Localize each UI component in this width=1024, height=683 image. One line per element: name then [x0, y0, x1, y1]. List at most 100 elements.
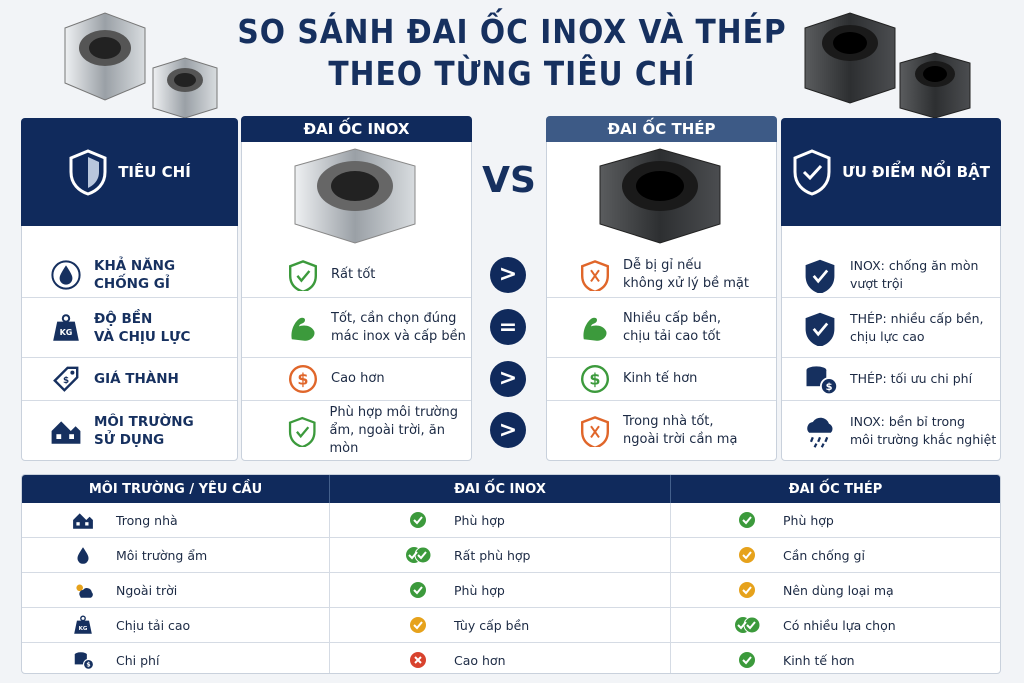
- icon-part: [89, 37, 121, 59]
- icon: [288, 416, 316, 447]
- advantage-cell: INOX: chống ăn mòn vượt trội: [782, 252, 1000, 297]
- compare-wrap: =: [490, 309, 526, 345]
- icon: [410, 582, 426, 598]
- icon: [739, 512, 755, 528]
- cell-text: Ngoài trời: [116, 582, 178, 598]
- cell-text: Rất tốt: [331, 266, 376, 282]
- inox-status-cell: Cao hơn: [329, 643, 670, 673]
- cell-text: Phù hợp môi trường ẩm, ngoài trời, ăn mò…: [329, 404, 458, 456]
- cell-text: Môi trường ẩm: [116, 547, 208, 563]
- icon: [76, 584, 93, 598]
- icon-part: [296, 425, 310, 438]
- title-line: THEO TỪNG TIÊU CHÍ: [328, 54, 696, 93]
- steel-cell: Dễ bị gỉ nếu không xử lý bề mặt: [547, 252, 776, 297]
- icon-part: [69, 149, 107, 196]
- criterion-cell: KG ĐỘ BỀN VÀ CHỊU LỰC: [22, 297, 237, 357]
- cell-text: Dễ bị gỉ nếu không xử lý bề mặt: [623, 257, 749, 291]
- advantages-header: ƯU ĐIỂM NỔI BẬT: [781, 118, 1001, 226]
- icon: [805, 312, 835, 346]
- cell-text: Kinh tế hơn: [783, 652, 855, 668]
- cell-text: =: [498, 314, 518, 340]
- icon-part: [410, 512, 426, 528]
- inox-cell: $ Cao hơn: [242, 357, 471, 400]
- icon-part: [288, 416, 316, 447]
- icon: [77, 547, 89, 564]
- icon-part: [812, 322, 829, 336]
- cell-text: Cần chống gỉ: [783, 547, 865, 563]
- cell-text: MÔI TRƯỜNG SỬ DỤNG: [94, 413, 194, 448]
- cell-text: INOX: chống ăn mòn vượt trội: [850, 257, 979, 291]
- icon-part: [805, 259, 835, 293]
- requirement-cell: Ngoài trời: [22, 573, 329, 607]
- icon-part: [833, 32, 867, 54]
- shield-check-icon: [793, 149, 831, 196]
- icon-part: KG: [60, 328, 73, 337]
- icon-part: [174, 73, 196, 87]
- advantage-cell: $ THÉP: tối ưu chi phí: [782, 357, 1000, 400]
- icon-part: [291, 317, 315, 341]
- icon: [291, 317, 315, 341]
- cell-text: MÔI TRƯỜNG / YÊU CẦU: [88, 481, 263, 497]
- icon-part: [812, 269, 829, 283]
- icon-part: [53, 366, 79, 392]
- cell-text: Tùy cấp bền: [454, 617, 530, 633]
- cell-text: >: [498, 262, 518, 287]
- icon-part: [56, 433, 62, 439]
- cell-text: Chi phí: [116, 652, 160, 668]
- cell-text: Chịu tải cao: [116, 617, 191, 633]
- icon: [807, 417, 833, 448]
- requirement-cell: Môi trường ẩm: [22, 538, 329, 572]
- icon: [739, 547, 755, 563]
- icon-part: [69, 433, 74, 439]
- icon: [51, 259, 81, 290]
- icon-part: [583, 317, 607, 341]
- steel-status-cell: Kinh tế hơn: [670, 643, 1000, 673]
- cell-text: Kinh tế hơn: [623, 371, 698, 386]
- icon-part: [820, 377, 838, 396]
- cell-text: >: [498, 366, 518, 391]
- icon-part: [590, 269, 600, 282]
- requirement-cell: $ Chi phí: [22, 643, 329, 673]
- icon-part: [413, 586, 423, 595]
- icon-part: [413, 516, 423, 525]
- inox-cell: Tốt, cần chọn đúng mác inox và cấp bền: [242, 297, 471, 357]
- icon-part: [581, 365, 609, 393]
- inox-status-cell: Phù hợp: [329, 573, 670, 607]
- icon-part: [807, 417, 833, 433]
- table-header: MÔI TRƯỜNG / YÊU CẦU ĐAI ỐC INOX ĐAI ỐC TH…: [22, 475, 1000, 503]
- icon-part: [296, 269, 311, 282]
- icon-part: $: [86, 662, 90, 669]
- inox-cell: Phù hợp môi trường ẩm, ngoài trời, ăn mò…: [242, 400, 471, 460]
- title-line: SO SÁNH ĐAI ỐC INOX VÀ THÉP: [237, 12, 787, 51]
- shield-icon: [69, 149, 107, 196]
- inox-cell: Rất tốt: [242, 252, 471, 297]
- criterion-cell: KHẢ NĂNG CHỐNG GỈ: [22, 252, 237, 297]
- header-text: ƯU ĐIỂM NỔI BẬT: [842, 163, 990, 181]
- icon: [51, 420, 81, 444]
- icon-part: [636, 171, 684, 201]
- icon-part: [742, 551, 752, 560]
- icon: [581, 415, 609, 447]
- icon-part: [739, 582, 755, 598]
- icon: [581, 259, 609, 291]
- icon-part: KG: [79, 626, 88, 632]
- icon-part: [289, 259, 317, 291]
- icon: [739, 582, 755, 598]
- icon-part: [793, 149, 831, 196]
- icon-part: $: [589, 370, 600, 389]
- icon-part: Trong nhà Phù hợp Phù hợp Môi trường ẩm Rất …: [22, 503, 1000, 673]
- icon-part: [590, 425, 600, 438]
- compare-wrap: >: [490, 412, 526, 448]
- steel-status-cell: Phù hợp: [670, 503, 1000, 537]
- vs-label: VS: [482, 159, 536, 201]
- table-row: Ngoài trời Phù hợp Nên dùng loại mạ: [22, 572, 1000, 607]
- icon: [583, 317, 607, 341]
- icon: KG: [53, 313, 79, 341]
- icon-part: [59, 264, 73, 285]
- icon: [406, 546, 432, 564]
- suitability-table: MÔI TRƯỜNG / YÊU CẦU ĐAI ỐC INOX ĐAI ỐC TH…: [21, 474, 1001, 674]
- cell-text: Cao hơn: [331, 371, 385, 386]
- steel-nuts-image: [804, 12, 971, 118]
- inox-status-cell: Phù hợp: [329, 503, 670, 537]
- icon-part: [289, 365, 317, 393]
